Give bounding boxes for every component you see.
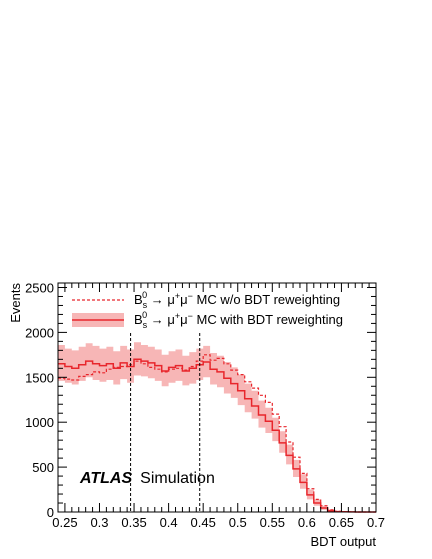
tick-layer	[57, 283, 377, 513]
y-tick-label: 500	[32, 460, 54, 475]
x-tick-label: 0.3	[90, 515, 108, 530]
x-tick-label: 0.65	[329, 515, 354, 530]
y-axis-title: Events	[8, 283, 23, 323]
atlas-label: ATLAS Simulation	[79, 470, 215, 487]
legend-entry-with-reweighting-decay: → μ	[147, 312, 175, 327]
legend-entry-without-reweighting-sup: 0	[142, 290, 147, 300]
legend-entry-with-reweighting-mu2-sup: −	[188, 311, 193, 321]
x-tick-label: 0.4	[160, 515, 178, 530]
legend-entry-without-reweighting-particle: B	[134, 292, 143, 307]
legend-entry-without-reweighting-suffix: MC w/o BDT reweighting	[193, 292, 340, 307]
legend-entry-without-reweighting-mu2: μ	[180, 292, 188, 307]
legend-entry-with-reweighting-sup: 0	[142, 310, 147, 320]
x-tick-label: 0.7	[367, 515, 385, 530]
legend-entry-with-reweighting-mu1-sup: +	[175, 311, 180, 321]
legend-entry-without-reweighting-sub: s	[143, 300, 148, 310]
legend-entry-with-reweighting-particle: B	[134, 312, 143, 327]
legend-entry-with-reweighting-sub: s	[143, 320, 148, 330]
x-tick-label: 0.5	[229, 515, 247, 530]
series-with-reweighting-line	[58, 358, 376, 513]
legend-entry-without-reweighting-mu2-sup: −	[188, 291, 193, 301]
simulation-text: Simulation	[140, 470, 215, 487]
atlas-bold-text: ATLAS	[79, 470, 132, 487]
legend-entry-without-reweighting: Bs0 → μ+μ− MC w/o BDT reweighting	[134, 290, 340, 310]
legend-entry-without-reweighting-mu1-sup: +	[175, 291, 180, 301]
y-tick-label: 0	[47, 505, 54, 520]
x-tick-label: 0.25	[52, 515, 77, 530]
x-tick-label: 0.45	[191, 515, 216, 530]
y-tick-label: 2500	[25, 280, 54, 295]
series-line-layer	[58, 354, 376, 513]
legend-entry-without-reweighting-decay: → μ	[147, 292, 175, 307]
legend-entry-with-reweighting-suffix: MC with BDT reweighting	[193, 312, 343, 327]
x-tick-labels: 0.25 0.3 0.35 0.4 0.45 0.5 0.55 0.6 0.65 0.7	[52, 515, 385, 530]
x-axis-title: BDT output	[310, 534, 376, 549]
y-tick-label: 2000	[25, 325, 54, 340]
x-tick-label: 0.55	[260, 515, 285, 530]
legend-entry-with-reweighting: Bs0 → μ+μ− MC with BDT reweighting	[134, 310, 343, 330]
x-tick-label: 0.6	[298, 515, 316, 530]
y-tick-label: 1500	[25, 370, 54, 385]
y-tick-labels: 0 500 1000 1500 2000 2500	[25, 280, 54, 520]
x-tick-label: 0.35	[121, 515, 146, 530]
legend-entry-with-reweighting-mu2: μ	[180, 312, 188, 327]
legend: Bs0 → μ+μ− MC w/o BDT reweighting Bs0 → …	[72, 290, 343, 330]
y-tick-label: 1000	[25, 415, 54, 430]
